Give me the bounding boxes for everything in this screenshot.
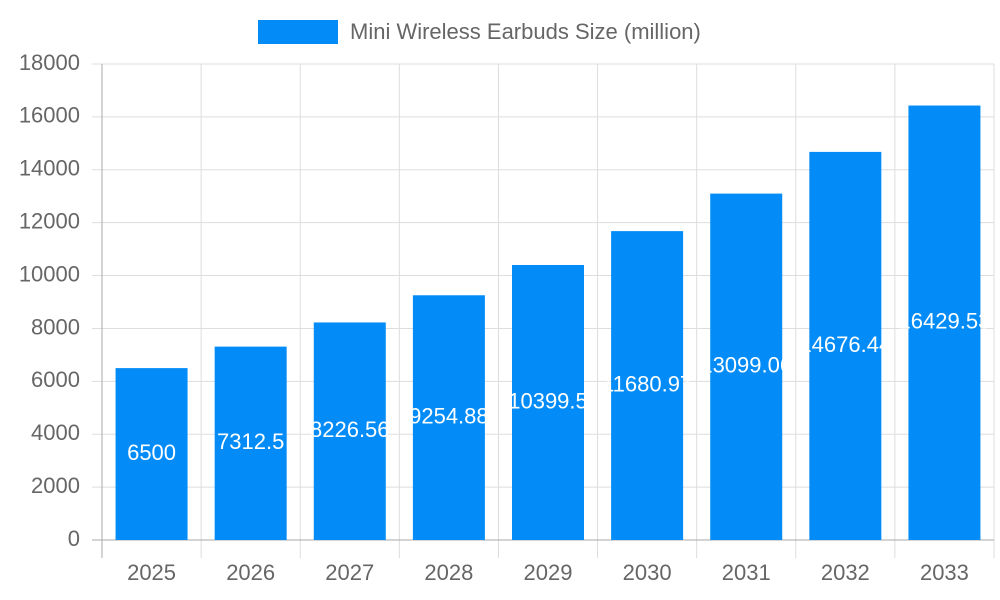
bar bbox=[809, 151, 882, 540]
value-label: 8226.56 bbox=[310, 417, 390, 442]
x-tick-label: 2031 bbox=[722, 560, 771, 585]
value-label: 11680.97 bbox=[602, 371, 692, 396]
value-label: 9254.88 bbox=[409, 403, 489, 428]
x-tick-label: 2025 bbox=[127, 560, 176, 585]
bar bbox=[611, 231, 684, 540]
value-label: 14676.44 bbox=[799, 332, 891, 357]
bar bbox=[214, 346, 287, 540]
bar bbox=[313, 322, 386, 540]
value-label: 7312.5 bbox=[217, 429, 284, 454]
y-tick-label: 16000 bbox=[19, 103, 80, 128]
x-tick-label: 2032 bbox=[821, 560, 870, 585]
legend-swatch bbox=[258, 20, 338, 44]
y-tick-label: 12000 bbox=[19, 208, 80, 233]
y-tick-label: 2000 bbox=[31, 473, 80, 498]
x-tick-label: 2030 bbox=[623, 560, 672, 585]
x-tick-label: 2027 bbox=[325, 560, 374, 585]
y-tick-label: 4000 bbox=[31, 420, 80, 445]
bar bbox=[908, 105, 981, 540]
y-tick-label: 10000 bbox=[19, 261, 80, 286]
bar bbox=[512, 264, 584, 540]
x-tick-label: 2033 bbox=[920, 560, 969, 585]
x-tick-label: 2028 bbox=[424, 560, 473, 585]
value-label: 6500 bbox=[127, 440, 176, 465]
value-label: 13099.06 bbox=[700, 353, 792, 378]
bar bbox=[412, 295, 485, 540]
bar bbox=[115, 368, 188, 540]
y-tick-label: 6000 bbox=[31, 367, 80, 392]
y-tick-label: 0 bbox=[68, 526, 80, 551]
x-tick-label: 2029 bbox=[524, 560, 573, 585]
y-tick-label: 18000 bbox=[19, 50, 80, 75]
x-tick-label: 2026 bbox=[226, 560, 275, 585]
value-label: 16429.53 bbox=[899, 309, 991, 334]
value-label: 10399.5 bbox=[508, 388, 588, 413]
y-tick-label: 14000 bbox=[19, 156, 80, 181]
legend-label: Mini Wireless Earbuds Size (million) bbox=[350, 19, 701, 44]
y-tick-label: 8000 bbox=[31, 314, 80, 339]
bar bbox=[710, 193, 783, 540]
